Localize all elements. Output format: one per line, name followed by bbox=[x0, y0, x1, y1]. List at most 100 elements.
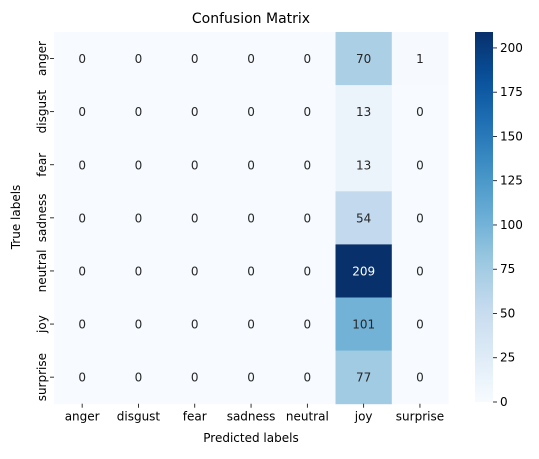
cell-value-label: 0 bbox=[191, 158, 199, 172]
cell-value-label: 0 bbox=[191, 318, 199, 332]
cell-value-label: 0 bbox=[191, 264, 199, 278]
colorbar-tick-label: 125 bbox=[500, 174, 523, 188]
heatmap-cell bbox=[279, 191, 336, 245]
heatmap-cell bbox=[279, 32, 336, 86]
colorbar-tick-label: 200 bbox=[500, 41, 523, 55]
heatmap-cell bbox=[54, 297, 111, 352]
cell-value-label: 0 bbox=[135, 52, 143, 66]
x-tick-label: surprise bbox=[396, 410, 444, 424]
heatmap-cell bbox=[110, 32, 168, 86]
cell-value-label: 0 bbox=[78, 318, 86, 332]
heatmap-cell bbox=[166, 32, 224, 86]
cell-value-label: 13 bbox=[356, 105, 371, 119]
heatmap-cell bbox=[54, 138, 111, 192]
heatmap-cell-labels: 0 0 0 0 0 70 1 0 0 0 0 0 13 0 0 0 0 0 0 13 0 0 0 0 0 0 54 0 0 0 0 0 0 209… bbox=[78, 52, 423, 385]
x-tick-label: fear bbox=[183, 410, 207, 424]
cell-value-label: 0 bbox=[416, 211, 424, 225]
colorbar-tick-label: 175 bbox=[500, 85, 523, 99]
heatmap-cell bbox=[391, 297, 449, 352]
cell-value-label: 101 bbox=[352, 318, 375, 332]
cell-value-label: 0 bbox=[191, 211, 199, 225]
heatmap-cell bbox=[222, 350, 280, 405]
heatmap-cell bbox=[279, 85, 336, 139]
heatmap-cell bbox=[279, 297, 336, 352]
heatmap-cell bbox=[166, 350, 224, 405]
colorbar-tick-label: 100 bbox=[500, 218, 523, 232]
heatmap-cell bbox=[54, 85, 111, 139]
y-tick-label: joy bbox=[35, 315, 49, 334]
cell-value-label: 209 bbox=[352, 264, 375, 278]
heatmap-cell bbox=[335, 32, 393, 86]
heatmap-cell bbox=[335, 244, 393, 298]
heatmap-cell bbox=[110, 350, 168, 405]
heatmap-cell bbox=[54, 191, 111, 245]
heatmap-cell bbox=[110, 297, 168, 352]
x-tick-label: sadness bbox=[227, 410, 276, 424]
cell-value-label: 0 bbox=[304, 158, 312, 172]
heatmap-cell bbox=[110, 191, 168, 245]
heatmap-cell bbox=[335, 138, 393, 192]
y-axis-ticks: anger disgust fear sadness neutral joy surpris… bbox=[35, 41, 54, 401]
heatmap-cell bbox=[391, 191, 449, 245]
heatmap-cell bbox=[222, 244, 280, 298]
heatmap-cell bbox=[54, 32, 111, 86]
cell-value-label: 0 bbox=[247, 371, 255, 385]
cell-value-label: 0 bbox=[416, 158, 424, 172]
heatmap-cell bbox=[391, 85, 449, 139]
cell-value-label: 0 bbox=[247, 318, 255, 332]
heatmap-cell bbox=[166, 138, 224, 192]
cell-value-label: 0 bbox=[247, 52, 255, 66]
heatmap-cell bbox=[110, 244, 168, 298]
heatmap-cell bbox=[166, 244, 224, 298]
cell-value-label: 0 bbox=[416, 371, 424, 385]
cell-value-label: 13 bbox=[356, 158, 371, 172]
heatmap-cell bbox=[110, 85, 168, 139]
cell-value-label: 0 bbox=[304, 371, 312, 385]
y-tick-label: neutral bbox=[35, 249, 49, 292]
heatmap-cells bbox=[54, 32, 449, 405]
cell-value-label: 1 bbox=[416, 52, 424, 66]
colorbar-tick-label: 50 bbox=[500, 306, 515, 320]
cell-value-label: 0 bbox=[135, 105, 143, 119]
heatmap-cell bbox=[166, 297, 224, 352]
heatmap-cell bbox=[222, 138, 280, 192]
heatmap-cell bbox=[279, 244, 336, 298]
cell-value-label: 0 bbox=[135, 211, 143, 225]
colorbar-tick-label: 0 bbox=[500, 395, 508, 409]
heatmap-cell bbox=[335, 297, 393, 352]
x-tick-label: anger bbox=[65, 410, 100, 424]
heatmap-cell bbox=[222, 191, 280, 245]
y-tick-label: disgust bbox=[35, 90, 49, 134]
heatmap-cell bbox=[391, 138, 449, 192]
cell-value-label: 0 bbox=[78, 158, 86, 172]
cell-value-label: 0 bbox=[247, 158, 255, 172]
cell-value-label: 0 bbox=[135, 264, 143, 278]
cell-value-label: 0 bbox=[135, 371, 143, 385]
x-axis-label: Predicted labels bbox=[203, 431, 298, 445]
cell-value-label: 0 bbox=[191, 105, 199, 119]
cell-value-label: 0 bbox=[247, 211, 255, 225]
cell-value-label: 0 bbox=[416, 105, 424, 119]
cell-value-label: 0 bbox=[135, 158, 143, 172]
heatmap-cell bbox=[222, 32, 280, 86]
x-tick-label: neutral bbox=[286, 410, 329, 424]
heatmap-cell bbox=[279, 138, 336, 192]
heatmap-cell bbox=[279, 350, 336, 405]
heatmap-cell bbox=[166, 85, 224, 139]
colorbar-tick-label: 25 bbox=[500, 351, 515, 365]
cell-value-label: 0 bbox=[191, 52, 199, 66]
cell-value-label: 0 bbox=[247, 105, 255, 119]
cell-value-label: 0 bbox=[304, 105, 312, 119]
cell-value-label: 0 bbox=[416, 264, 424, 278]
cell-value-label: 0 bbox=[191, 371, 199, 385]
cell-value-label: 0 bbox=[416, 318, 424, 332]
y-axis-label: True labels bbox=[9, 185, 23, 251]
cell-value-label: 0 bbox=[304, 264, 312, 278]
cell-value-label: 0 bbox=[78, 371, 86, 385]
colorbar-tick-label: 75 bbox=[500, 262, 515, 276]
heatmap-cell bbox=[391, 32, 449, 86]
cell-value-label: 0 bbox=[304, 52, 312, 66]
cell-value-label: 0 bbox=[247, 264, 255, 278]
x-tick-label: disgust bbox=[117, 410, 161, 424]
